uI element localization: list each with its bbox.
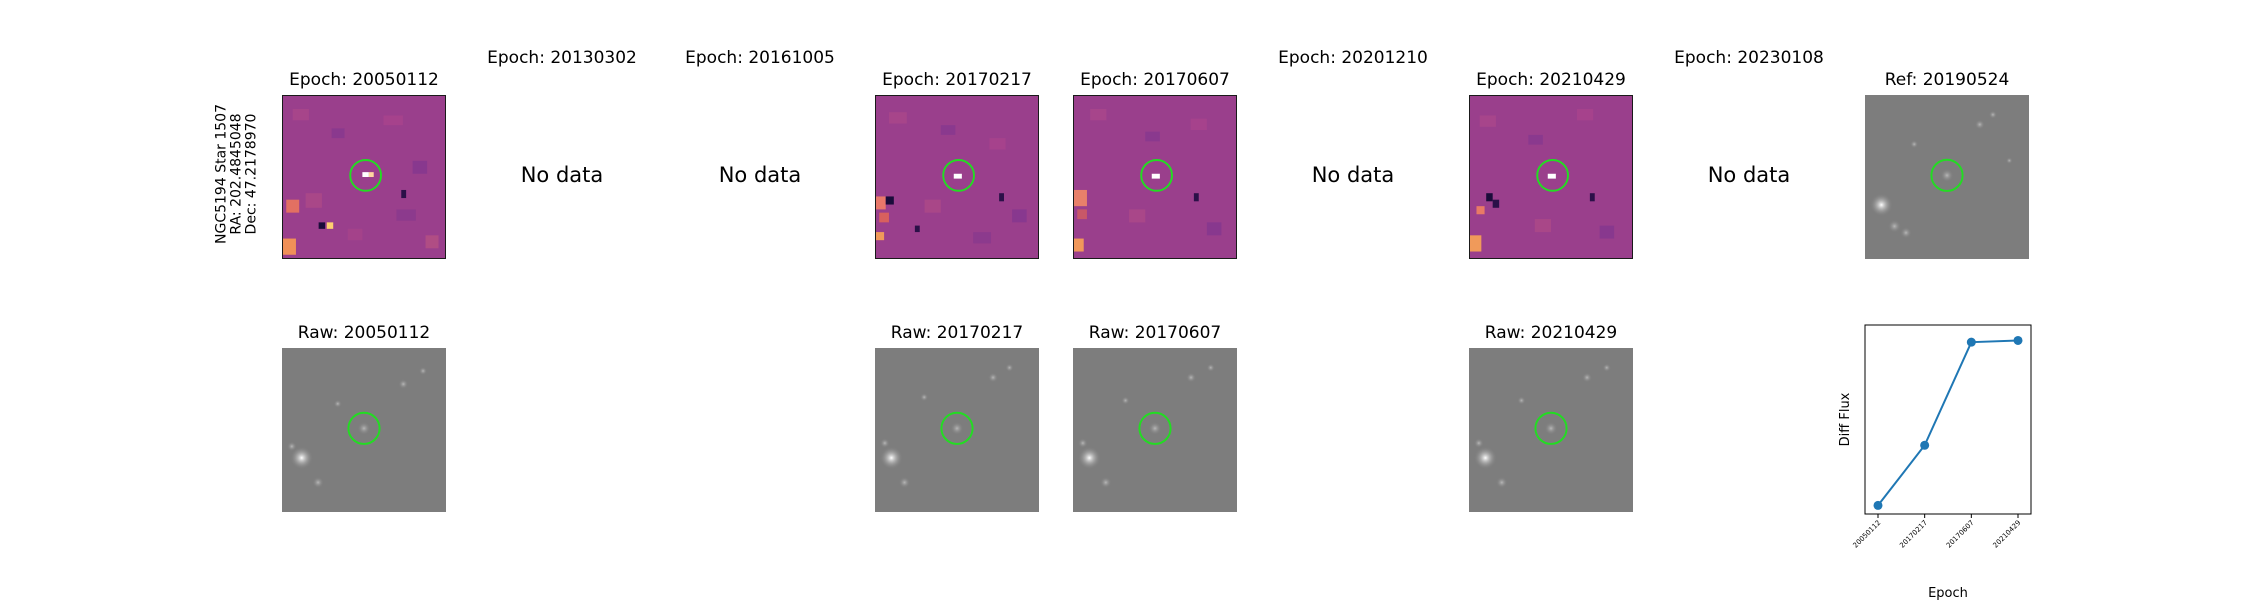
reference-image-panel — [1865, 95, 2029, 259]
panel-title: Raw: 20170607 — [1088, 323, 1222, 343]
panel-title: Epoch: 20161005 — [685, 48, 835, 68]
series-line — [1877, 339, 2019, 507]
data-point — [1966, 337, 1976, 347]
x-tick-label: 20050112 — [1852, 519, 1883, 550]
no-data-message: No data — [520, 163, 604, 187]
panel-title: Epoch: 20050112 — [289, 70, 439, 90]
panel-title: Epoch: 20201210 — [1278, 48, 1428, 68]
light-curve-chart: 20050112 20170217 20170607 20210429 Epoch D… — [1838, 324, 2032, 600]
raw-image-panel — [282, 348, 446, 512]
diff-image-panel — [282, 95, 446, 259]
no-data-message: No data — [1707, 163, 1791, 187]
x-tick-label: 20210429 — [1992, 519, 2023, 550]
target-name: NGC5194 Star 1507 — [213, 104, 230, 244]
panel-title: Epoch: 20170217 — [882, 70, 1032, 90]
raw-image-panel — [1073, 348, 1237, 512]
data-point — [1873, 500, 1883, 510]
diff-image-panel — [875, 95, 1039, 259]
raw-image-panel — [1469, 348, 1633, 512]
target-ra: RA: 202.4845048 — [228, 113, 245, 235]
target-dec: Dec: 47.2178970 — [243, 113, 260, 235]
diff-image-panel — [1469, 95, 1633, 259]
panel-title: Raw: 20170217 — [890, 323, 1024, 343]
panel-title: Epoch: 20170607 — [1080, 70, 1230, 90]
data-point — [1920, 440, 1930, 450]
raw-image-panel — [875, 348, 1039, 512]
panel-title: Raw: 20050112 — [297, 323, 431, 343]
no-data-message: No data — [718, 163, 802, 187]
no-data-message: No data — [1311, 163, 1395, 187]
panel-title: Epoch: 20210429 — [1476, 70, 1626, 90]
y-axis-title: Diff Flux — [1838, 392, 1853, 446]
diff-image-panel — [1073, 95, 1237, 259]
panel-title: Ref: 20190524 — [1884, 70, 2010, 90]
x-tick-label: 20170607 — [1945, 519, 1976, 550]
x-tick-label: 20170217 — [1898, 519, 1929, 550]
panel-title: Epoch: 20230108 — [1674, 48, 1824, 68]
x-axis-title: Epoch — [1928, 586, 1968, 600]
data-point — [2013, 335, 2023, 345]
panel-title: Raw: 20210429 — [1484, 323, 1618, 343]
panel-title: Epoch: 20130302 — [487, 48, 637, 68]
plot-area — [1864, 324, 2032, 515]
target-info: NGC5194 Star 1507 RA: 202.4845048 Dec: 4… — [214, 104, 260, 244]
